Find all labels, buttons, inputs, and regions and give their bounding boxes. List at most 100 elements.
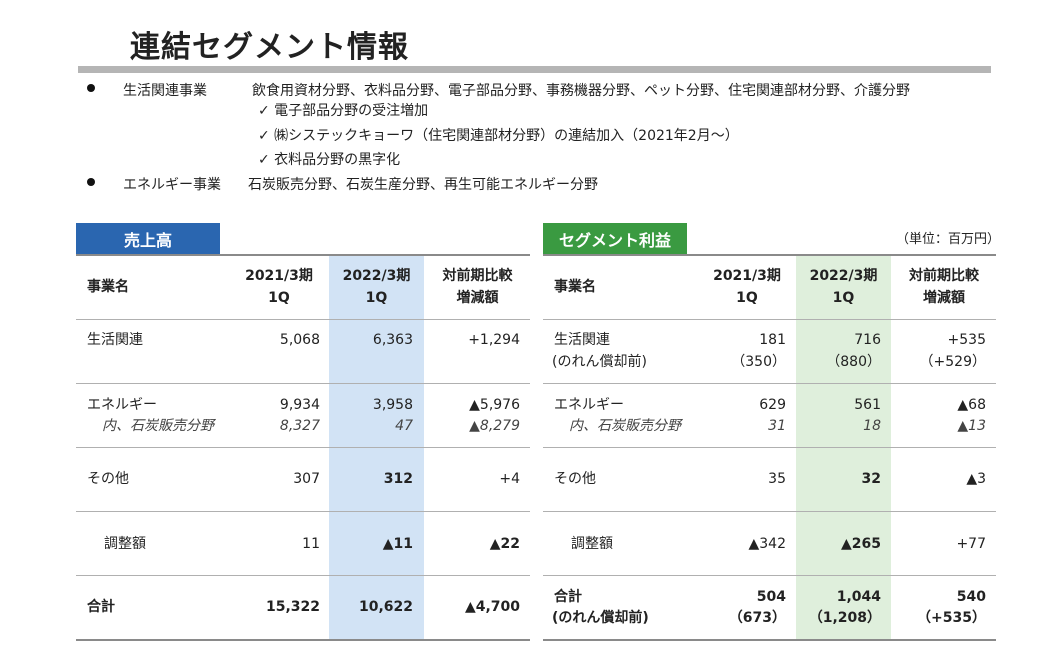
sales-cell: ▲22 — [489, 536, 520, 552]
profit-row-name: その他 — [554, 471, 596, 487]
sales-cell: +4 — [499, 471, 520, 487]
bullet-dot — [87, 84, 95, 92]
table-rule — [76, 575, 530, 576]
table-rule — [76, 254, 530, 256]
profit-cell: （+529） — [919, 354, 986, 370]
profit-cell: 35 — [768, 471, 786, 487]
table-rule — [543, 511, 996, 512]
profit-cell: 181 — [759, 332, 786, 348]
sales-cell: 11 — [302, 536, 320, 552]
profit-row-subname: (のれん償却前) — [552, 354, 647, 370]
sales-cell: 6,363 — [372, 332, 413, 348]
profit-cell: 504 — [756, 589, 786, 605]
profit-cell: （880） — [826, 354, 881, 370]
table-rule — [76, 639, 530, 641]
profit-label: セグメント利益 — [543, 223, 687, 254]
sales-row-name: 調整額 — [104, 536, 146, 552]
header-line: 2021/3期 — [713, 268, 781, 284]
header-line: 1Q — [365, 290, 388, 306]
profit-header-2022: 2022/3期 1Q — [796, 265, 891, 309]
segment-desc-living: 飲食用資材分野、衣料品分野、電子部品分野、事務機器分野、ペット分野、住宅関連部材… — [252, 83, 910, 99]
sales-cell: ▲5,976 — [469, 397, 520, 413]
header-line: 対前期比較 — [909, 268, 979, 284]
sales-cell: ▲8,279 — [469, 418, 520, 434]
sales-cell: ▲11 — [382, 536, 413, 552]
bullet-dot — [87, 178, 95, 186]
profit-header-name: 事業名 — [554, 279, 596, 295]
profit-row-name: 合計 — [554, 589, 582, 605]
table-rule — [543, 383, 996, 384]
sales-cell: 9,934 — [279, 397, 320, 413]
table-rule — [543, 254, 996, 256]
page-title: 連結セグメント情報 — [130, 30, 409, 65]
header-line: 2021/3期 — [245, 268, 313, 284]
profit-row-subname: (のれん償却前) — [552, 610, 649, 626]
profit-cell: ▲265 — [841, 536, 881, 552]
profit-cell: 31 — [768, 418, 786, 434]
table-rule — [76, 319, 530, 320]
profit-cell: 32 — [861, 471, 881, 487]
profit-cell: 540 — [956, 589, 986, 605]
profit-cell: ▲68 — [957, 397, 986, 413]
profit-row-name: エネルギー — [554, 397, 624, 413]
sales-row-name: その他 — [87, 471, 129, 487]
table-rule — [76, 383, 530, 384]
sales-row-name: 合計 — [87, 599, 115, 615]
profit-cell: +77 — [956, 536, 986, 552]
header-line: 1Q — [832, 290, 855, 306]
sales-cell: 3,958 — [372, 397, 413, 413]
profit-cell: 18 — [863, 418, 881, 434]
profit-cell: ▲13 — [957, 418, 986, 434]
profit-header-diff: 対前期比較 増減額 — [892, 265, 996, 309]
sales-row-name: 生活関連 — [87, 332, 143, 348]
table-rule — [543, 639, 996, 641]
header-line: 2022/3期 — [342, 268, 411, 284]
profit-header-2021: 2021/3期 1Q — [702, 265, 792, 309]
profit-row-name: 調整額 — [571, 536, 613, 552]
header-line: 2022/3期 — [809, 268, 878, 284]
check-item: ✓ ㈱システックキョーワ（住宅関連部材分野）の連結加入（2021年2月～） — [258, 128, 739, 144]
header-line: 増減額 — [456, 290, 499, 306]
table-rule — [76, 511, 530, 512]
sales-header-name: 事業名 — [87, 279, 129, 295]
header-line: 対前期比較 — [442, 268, 513, 284]
sales-header-2021: 2021/3期 1Q — [234, 265, 324, 309]
header-line: 1Q — [268, 290, 290, 306]
table-rule — [543, 319, 996, 320]
profit-cell: +535 — [947, 332, 986, 348]
table-rule — [543, 447, 996, 448]
check-item: ✓ 衣料品分野の黒字化 — [258, 152, 401, 168]
segment-name-living: 生活関連事業 — [123, 83, 207, 99]
sales-cell: 15,322 — [265, 599, 320, 615]
check-item: ✓ 電子部品分野の受注増加 — [258, 103, 429, 119]
sales-cell: 10,622 — [358, 599, 413, 615]
sales-cell: 47 — [395, 418, 413, 434]
profit-cell: （+535） — [917, 610, 986, 626]
profit-row-name: 生活関連 — [554, 332, 610, 348]
sales-header-diff: 対前期比較 増減額 — [425, 265, 530, 309]
sales-cell: 8,327 — [279, 418, 320, 434]
profit-cell: 629 — [759, 397, 786, 413]
profit-cell: （673） — [728, 610, 786, 626]
profit-cell: ▲342 — [748, 536, 787, 552]
profit-cell: 1,044 — [836, 589, 881, 605]
sales-row-name: エネルギー — [87, 397, 157, 413]
table-rule — [543, 575, 996, 576]
profit-cell: 716 — [854, 332, 881, 348]
unit-note: （単位：百万円） — [896, 232, 1001, 247]
sales-cell: ▲4,700 — [464, 599, 520, 615]
sales-cell: 5,068 — [279, 332, 320, 348]
sales-label: 売上高 — [76, 223, 220, 254]
sales-cell: 312 — [383, 471, 413, 487]
profit-row-subname: 内、石炭販売分野 — [569, 418, 681, 434]
profit-cell: ▲3 — [966, 471, 986, 487]
title-underline — [78, 66, 991, 73]
sales-row-subname: 内、石炭販売分野 — [102, 418, 214, 434]
header-line: 増減額 — [923, 290, 965, 306]
header-line: 1Q — [736, 290, 758, 306]
table-rule — [76, 447, 530, 448]
sales-cell: 307 — [293, 471, 320, 487]
sales-cell: +1,294 — [468, 332, 520, 348]
profit-cell: （350） — [731, 354, 786, 370]
sales-header-2022: 2022/3期 1Q — [329, 265, 424, 309]
